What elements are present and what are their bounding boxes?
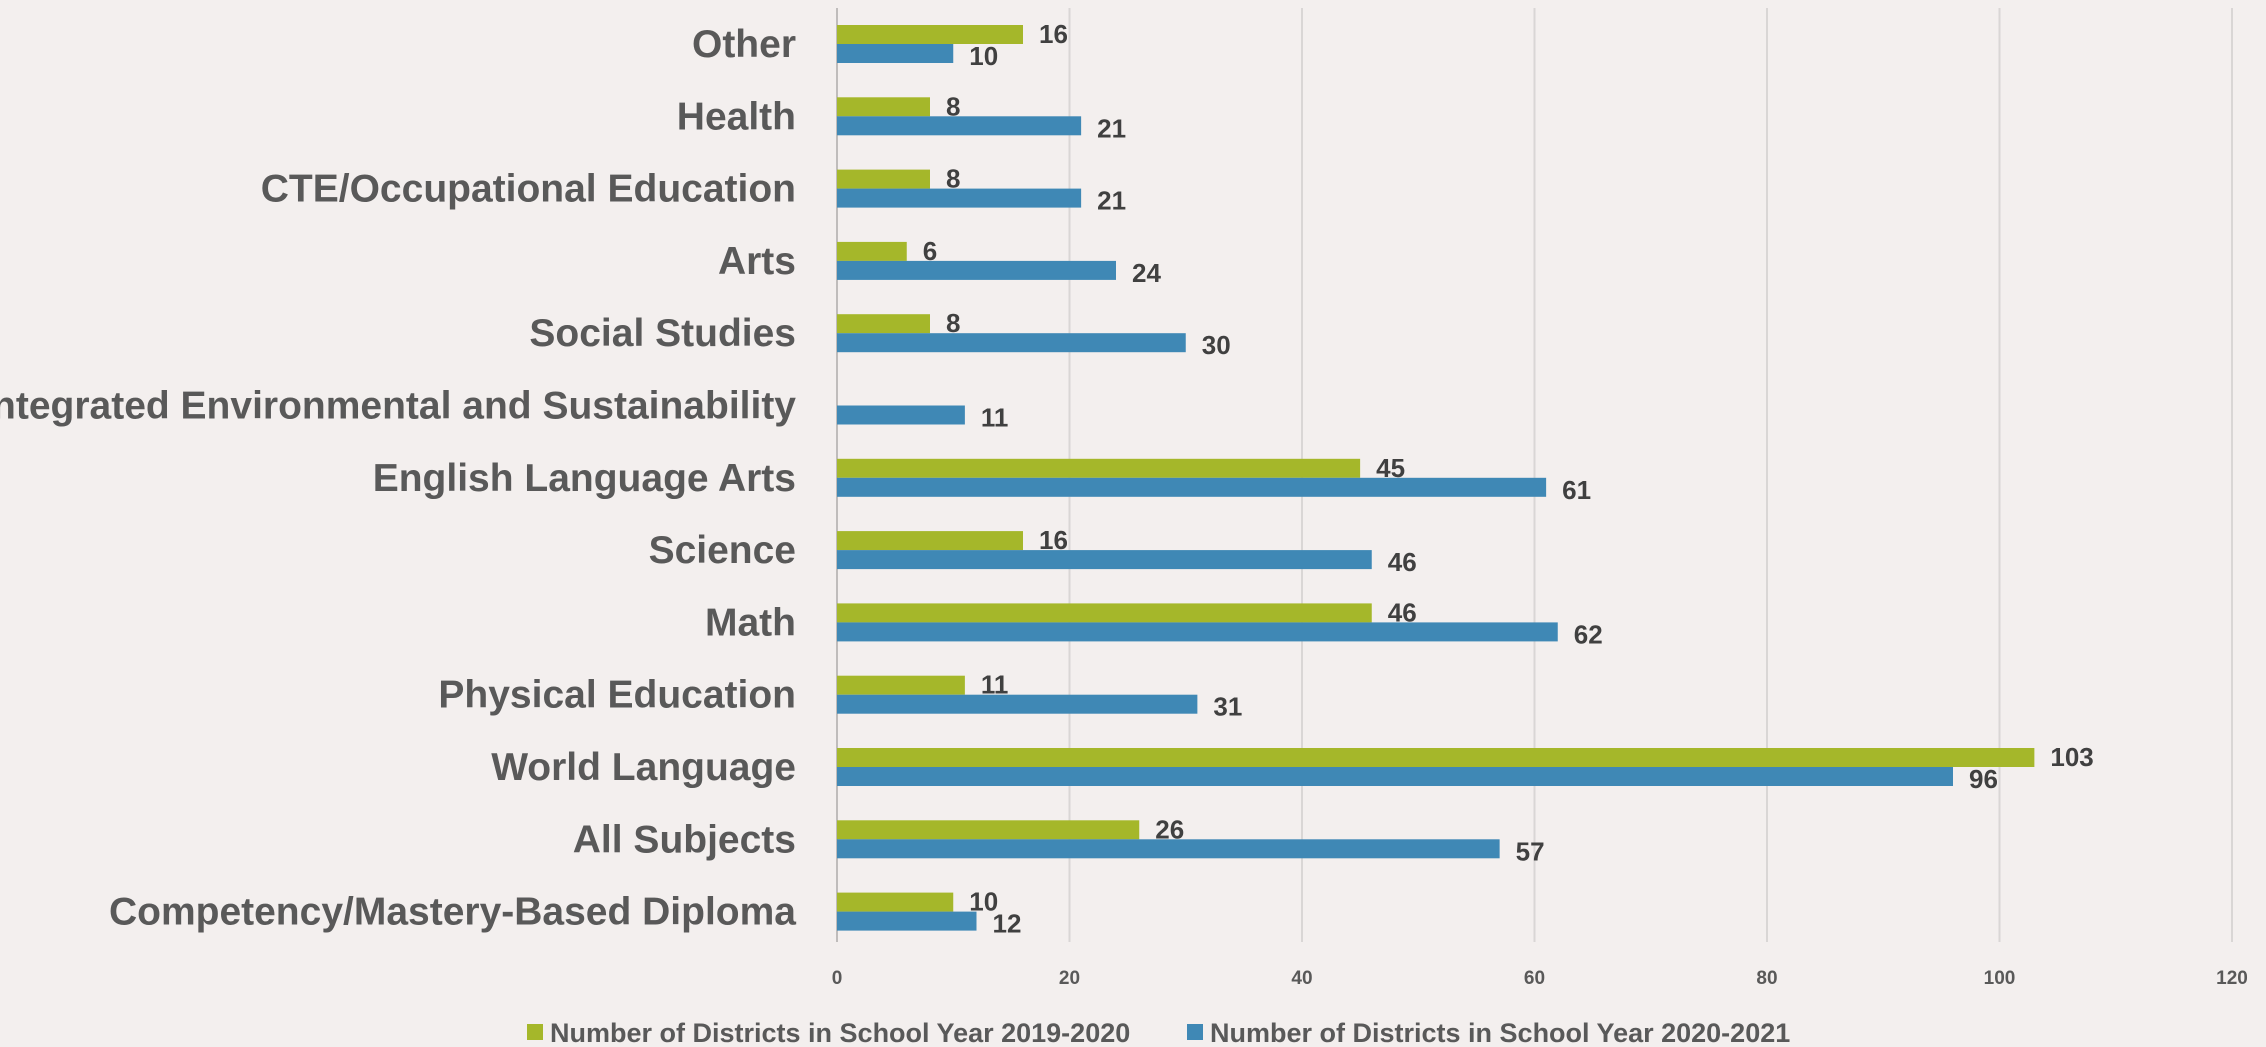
data-label: 103 [2050, 742, 2093, 772]
data-label: 45 [1376, 453, 1405, 483]
category-labels: Other Health CTE/Occupational Education Art… [0, 23, 796, 934]
bar-series-2 [837, 116, 1082, 136]
category-label: Arts [718, 240, 796, 283]
data-label: 11 [981, 670, 1009, 700]
bar-series-2 [837, 694, 1198, 714]
legend-swatch [1187, 1024, 1203, 1040]
data-label: 8 [946, 308, 960, 338]
data-label: 8 [946, 164, 960, 194]
legend-label: Number of Districts in School Year 2019-… [550, 1018, 1130, 1047]
bar-series-2 [837, 622, 1558, 642]
bar-series-1 [837, 314, 930, 334]
legend-swatch [527, 1024, 543, 1040]
category-label: Competency/Mastery-Based Diploma [109, 891, 796, 934]
legend: Number of Districts in School Year 2019-… [527, 1018, 1790, 1047]
bar-series-1 [837, 675, 965, 695]
data-label: 6 [923, 236, 937, 266]
bar-series-2 [837, 911, 977, 931]
data-label: 46 [1388, 547, 1417, 577]
data-label: 8 [946, 91, 960, 121]
data-label: 11 [981, 403, 1009, 433]
bar-series-1 [837, 748, 2035, 767]
bar-series-2 [837, 260, 1116, 280]
data-label: 96 [1969, 764, 1998, 794]
x-tick-label: 100 [1984, 968, 2016, 989]
bar-series-1 [837, 531, 1023, 551]
x-tick-label: 60 [1524, 968, 1545, 989]
category-label: Social Studies [529, 312, 796, 355]
data-label: 16 [1039, 525, 1068, 555]
bar-series-2 [837, 839, 1500, 859]
data-label: 62 [1574, 619, 1603, 649]
data-label: 10 [969, 887, 998, 917]
bar-series-1 [837, 820, 1140, 840]
data-label: 31 [1213, 692, 1242, 722]
bar-series-1 [837, 241, 907, 261]
x-tick-label: 80 [1756, 968, 1777, 989]
data-label: 61 [1562, 475, 1591, 505]
category-label: Health [677, 95, 796, 138]
bar-series-1 [837, 603, 1372, 623]
bar-series-2 [837, 550, 1372, 570]
x-tick-label: 0 [832, 968, 843, 989]
bar-series-2 [837, 767, 1953, 786]
data-labels: 16 10 8 21 8 21 6 24 8 30 11 45 61 16 46 46 62 11 31 103 96 2… [923, 19, 2094, 939]
data-label: 30 [1202, 330, 1231, 360]
category-label: Integrated Environmental and Sustainabil… [0, 385, 796, 428]
data-label: 24 [1132, 258, 1161, 288]
category-label: CTE/Occupational Education [261, 168, 796, 211]
data-label: 26 [1155, 814, 1184, 844]
x-tick-label: 120 [2216, 968, 2248, 989]
data-label: 12 [993, 909, 1022, 939]
x-tick-label: 20 [1059, 968, 1080, 989]
category-label: Math [705, 601, 796, 644]
bar-series-1 [837, 892, 954, 912]
bar-series-1 [837, 25, 1023, 44]
bar-series-2 [837, 188, 1082, 208]
category-label: World Language [491, 746, 796, 789]
x-axis-ticks: 0 20 40 60 80 100 120 [832, 968, 2248, 989]
category-label: English Language Arts [373, 457, 796, 500]
bar-series-1 [837, 458, 1361, 478]
bar-series-2 [837, 405, 965, 425]
legend-label: Number of Districts in School Year 2020-… [1210, 1018, 1790, 1047]
bars [837, 25, 2035, 931]
bar-series-1 [837, 169, 930, 189]
category-label: Physical Education [438, 674, 796, 717]
category-label: All Subjects [573, 818, 796, 861]
data-label: 10 [969, 41, 998, 71]
category-label: Science [649, 529, 796, 572]
bar-series-2 [837, 333, 1186, 353]
data-label: 16 [1039, 19, 1068, 49]
bar-series-1 [837, 97, 930, 117]
bar-series-2 [837, 477, 1547, 497]
category-label: Other [692, 23, 796, 66]
bar-series-2 [837, 44, 954, 63]
data-label: 21 [1097, 113, 1126, 143]
data-label: 57 [1516, 836, 1545, 866]
data-label: 21 [1097, 186, 1126, 216]
x-tick-label: 40 [1291, 968, 1312, 989]
data-label: 46 [1388, 597, 1417, 627]
